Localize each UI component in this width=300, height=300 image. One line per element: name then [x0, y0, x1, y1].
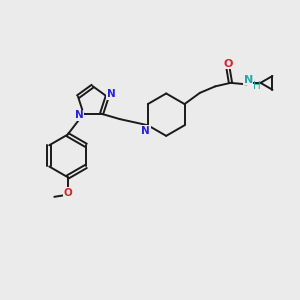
- Text: N: N: [141, 126, 150, 136]
- Text: N: N: [106, 89, 115, 99]
- Text: O: O: [63, 188, 72, 198]
- Text: N: N: [75, 110, 84, 120]
- Text: H: H: [253, 80, 261, 91]
- Text: O: O: [224, 59, 233, 69]
- Text: N: N: [244, 75, 253, 85]
